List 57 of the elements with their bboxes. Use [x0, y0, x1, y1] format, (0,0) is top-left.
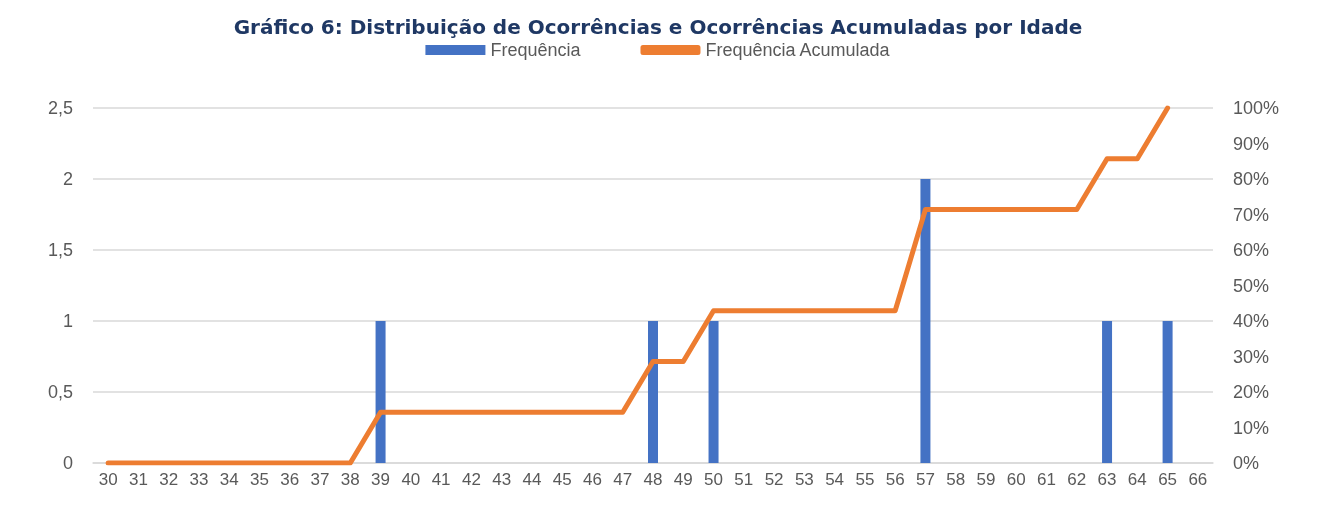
y-tick-label: 0,5 — [47, 382, 73, 402]
x-tick-label: 33 — [189, 470, 209, 489]
x-tick-label: 41 — [431, 470, 451, 489]
x-tick-label: 63 — [1097, 470, 1117, 489]
x-tick-label: 37 — [310, 470, 330, 489]
x-tick-label: 56 — [885, 470, 905, 489]
y-tick-label: 0 — [62, 453, 73, 473]
x-tick-label: 65 — [1158, 470, 1178, 489]
x-tick-label: 48 — [643, 470, 663, 489]
x-tick-label: 42 — [461, 470, 481, 489]
x-tick-label: 45 — [552, 470, 572, 489]
x-tick-label: 53 — [794, 470, 814, 489]
legend-label: Frequência Acumulada — [705, 40, 891, 60]
x-tick-label: 66 — [1188, 470, 1208, 489]
x-tick-label: 64 — [1127, 470, 1147, 489]
y2-tick-label: 60% — [1233, 240, 1270, 260]
y2-tick-label: 100% — [1233, 98, 1280, 118]
x-tick-label: 32 — [159, 470, 179, 489]
x-tick-label: 44 — [522, 470, 542, 489]
legend-label: Frequência — [490, 40, 582, 60]
x-tick-label: 40 — [401, 470, 421, 489]
x-tick-label: 59 — [976, 470, 996, 489]
x-tick-label: 54 — [825, 470, 845, 489]
y2-tick-label: 40% — [1233, 311, 1270, 331]
x-tick-label: 31 — [128, 470, 148, 489]
x-tick-label: 36 — [280, 470, 300, 489]
x-tick-label: 34 — [219, 470, 239, 489]
x-tick-label: 30 — [98, 470, 118, 489]
chart-title: Gráfico 6: Distribuição de Ocorrências e Ocorrências Acumuladas por Idade — [233, 15, 1083, 39]
x-tick-label: 51 — [734, 470, 754, 489]
y2-tick-label: 70% — [1233, 204, 1270, 225]
x-tick-label: 61 — [1037, 470, 1056, 489]
x-tick-label: 55 — [855, 470, 875, 489]
y-tick-label: 2,5 — [47, 98, 73, 118]
x-tick-label: 35 — [250, 470, 269, 489]
x-tick-label: 38 — [340, 470, 360, 489]
x-tick-label: 39 — [371, 470, 391, 489]
x-tick-label: 46 — [583, 470, 602, 489]
y2-tick-label: 50% — [1233, 275, 1270, 296]
x-tick-label: 57 — [915, 470, 935, 489]
y2-tick-label: 10% — [1233, 417, 1270, 438]
y2-tick-label: 20% — [1233, 382, 1270, 402]
x-tick-label: 62 — [1067, 470, 1087, 489]
x-tick-label: 47 — [613, 470, 633, 489]
y-tick-label: 2 — [62, 169, 73, 189]
x-tick-label: 50 — [704, 470, 723, 489]
y2-tick-label: 30% — [1233, 346, 1270, 367]
y-tick-label: 1,5 — [47, 240, 73, 260]
y2-tick-label: 80% — [1233, 169, 1270, 189]
y-tick-label: 1 — [62, 311, 73, 331]
x-tick-label: 43 — [492, 470, 512, 489]
x-tick-label: 58 — [946, 470, 966, 489]
x-tick-label: 60 — [1006, 470, 1026, 489]
x-tick-label: 49 — [673, 470, 693, 489]
x-tick-label: 52 — [764, 470, 784, 489]
y2-tick-label: 0% — [1233, 453, 1260, 473]
y2-tick-label: 90% — [1233, 133, 1270, 154]
